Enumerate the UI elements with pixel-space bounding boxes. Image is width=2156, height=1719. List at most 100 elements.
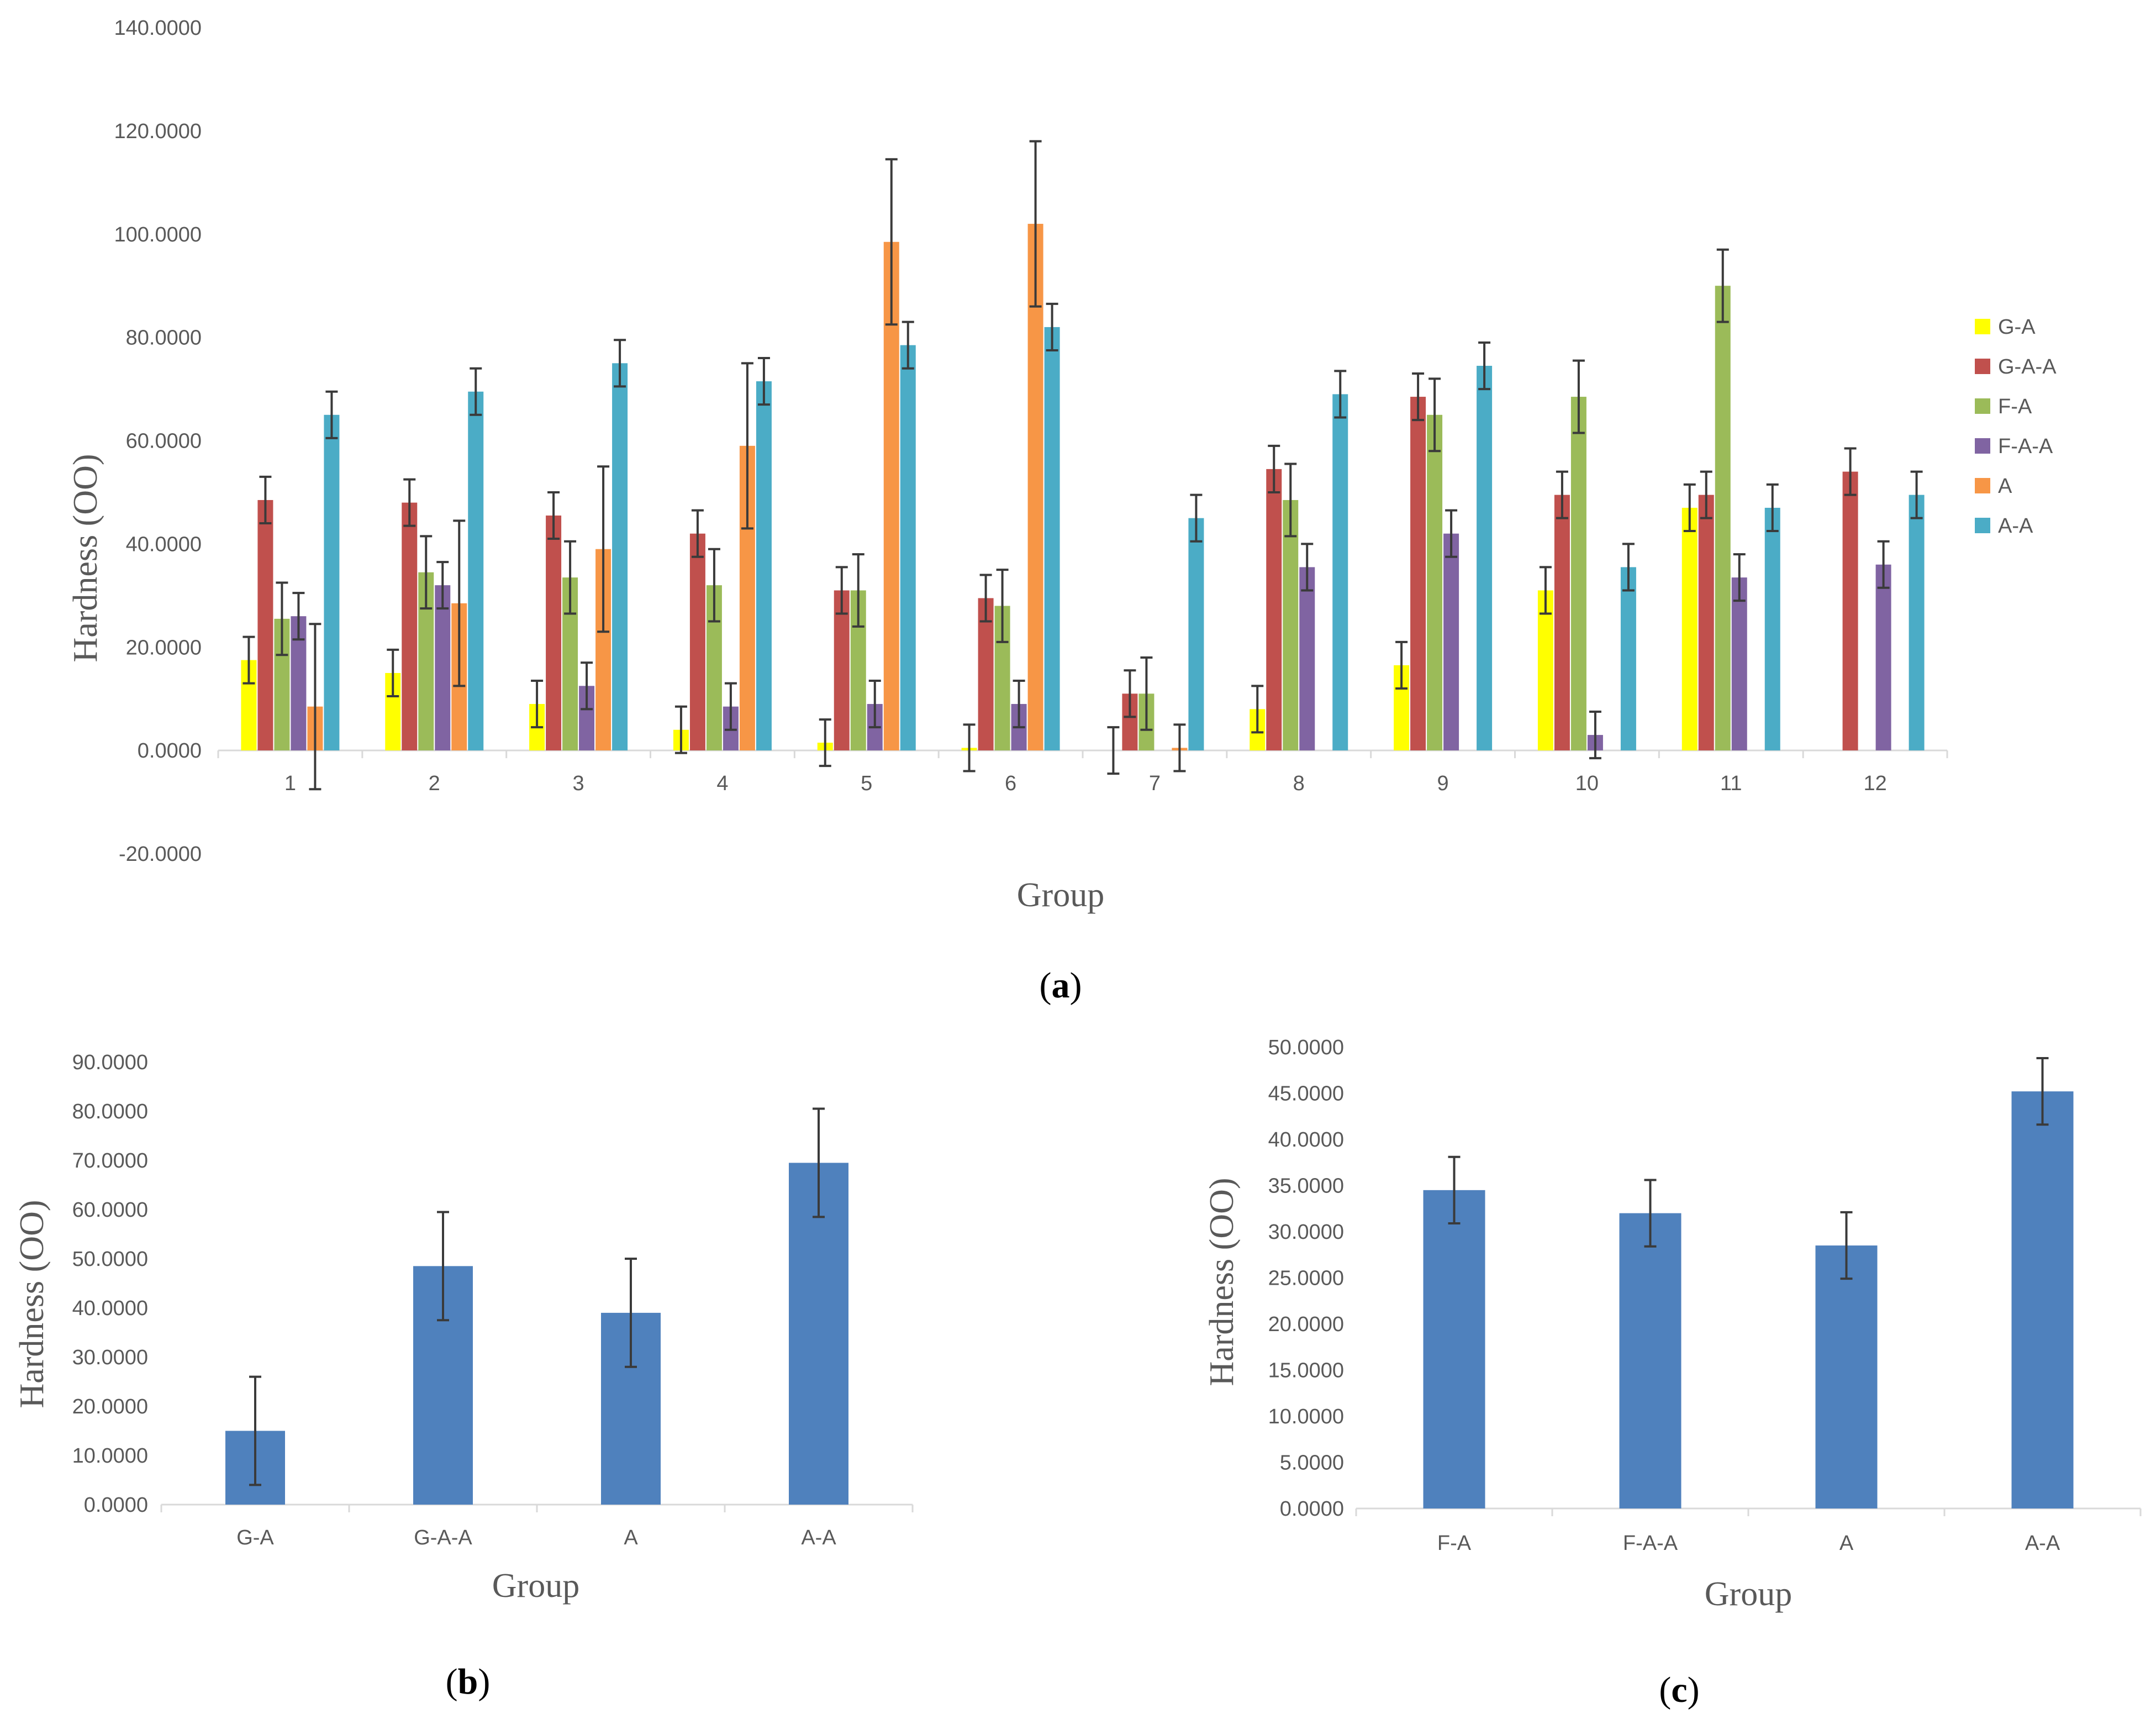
chart-b: 0.0000 10.0000 20.0000 30.0000 40.0000 50.000… xyxy=(13,1051,914,1702)
chart-c-bar xyxy=(2011,1091,2074,1508)
chart-b-ytick: 10.0000 xyxy=(72,1444,148,1468)
chart-a-bar-f-a xyxy=(1427,414,1443,751)
chart-a-legend-swatch xyxy=(1975,398,1990,414)
chart-a-bar-a-a xyxy=(468,391,484,751)
chart-b-bar xyxy=(789,1163,848,1505)
chart-c-ytick: 0.0000 xyxy=(1280,1497,1344,1521)
chart-a-caption-letter: a xyxy=(1052,965,1070,1006)
chart-a-bar-f-a xyxy=(1570,397,1586,751)
chart-a-ytick: 60.0000 xyxy=(126,430,202,453)
chart-b-ylabel: Hardness (OO) xyxy=(13,1200,51,1408)
chart-c-caption-letter: c xyxy=(1671,1670,1687,1710)
chart-a-xtick: 4 xyxy=(716,772,728,795)
chart-a-bar-a-a xyxy=(1044,327,1060,751)
chart-c-xlabel: Group xyxy=(1705,1575,1792,1613)
chart-b-ytick: 50.0000 xyxy=(72,1248,148,1271)
chart-c-bar xyxy=(1619,1213,1681,1508)
chart-a-bar-g-a xyxy=(1537,590,1553,751)
chart-a-bar-f-a xyxy=(1715,286,1731,751)
chart-a-bar-g-a-a xyxy=(1842,471,1858,751)
chart-a-bar-f-a-a xyxy=(1299,567,1315,751)
chart-a-ytick: 140.0000 xyxy=(114,17,202,40)
chart-c-ytick: 25.0000 xyxy=(1268,1267,1344,1290)
chart-a-bar-a-a xyxy=(1188,518,1204,751)
chart-a-bar-a-a xyxy=(324,414,340,751)
chart-a-ytick: 100.0000 xyxy=(114,223,202,246)
chart-a-ytick: -20.0000 xyxy=(119,843,202,866)
chart-c-ytick: 5.0000 xyxy=(1280,1452,1344,1475)
chart-a-ytick: 120.0000 xyxy=(114,120,202,143)
chart-c-ylabel: Hardness (OO) xyxy=(1203,1177,1241,1386)
chart-a-bar-a xyxy=(883,241,899,751)
chart-a-ylabel: Hardness (OO) xyxy=(67,454,104,662)
chart-a-bar-a-a xyxy=(1477,366,1493,751)
chart-a-bar-a-a xyxy=(900,345,916,751)
chart-a-xtick: 6 xyxy=(1005,772,1016,795)
chart-c-ytick: 45.0000 xyxy=(1268,1082,1344,1106)
chart-c-ytick: 15.0000 xyxy=(1268,1359,1344,1382)
chart-a-xtick: 1 xyxy=(284,772,296,795)
chart-a-legend-label: G-A xyxy=(1998,316,2036,339)
chart-a-legend-swatch xyxy=(1975,359,1990,374)
chart-a-xtick: 11 xyxy=(1720,772,1742,795)
chart-a-bar-f-a-a xyxy=(1731,577,1747,751)
chart-a-bar-f-a-a xyxy=(1875,564,1891,751)
chart-a-legend-label: A xyxy=(1998,475,2012,498)
chart-a-bar-g-a-a xyxy=(1266,469,1282,751)
chart-a-bar-g-a-a xyxy=(1410,397,1426,751)
chart-a-bar-a-a xyxy=(612,363,628,751)
chart-b-caption-letter: b xyxy=(458,1662,478,1702)
chart-b-ytick: 70.0000 xyxy=(72,1149,148,1173)
chart-c-ytick: 35.0000 xyxy=(1268,1175,1344,1198)
chart-a-bar-a-a xyxy=(756,381,772,751)
chart-c-xtick: F-A xyxy=(1437,1532,1472,1555)
chart-b-xtick: A xyxy=(624,1526,638,1549)
chart-c: 0.0000 5.0000 10.0000 15.0000 20.0000 25.0000… xyxy=(1203,1036,2142,1710)
chart-b-ytick: 80.0000 xyxy=(72,1100,148,1123)
chart-a-legend-label: F-A xyxy=(1998,395,2032,418)
chart-a-xtick: 9 xyxy=(1437,772,1449,795)
chart-b-ytick: 20.0000 xyxy=(72,1395,148,1418)
chart-a-legend-label: G-A-A xyxy=(1998,355,2057,379)
chart-b-ytick: 0.0000 xyxy=(84,1494,148,1517)
chart-a-bar-a xyxy=(1027,224,1043,751)
chart-b-xlabel: Group xyxy=(492,1567,579,1605)
chart-a-caption: (a) xyxy=(1040,965,1082,1006)
chart-b-xtick: A-A xyxy=(801,1526,836,1549)
chart-c-ytick: 50.0000 xyxy=(1268,1036,1344,1059)
chart-c-bar xyxy=(1815,1245,1878,1508)
chart-b-xtick: G-A xyxy=(236,1526,274,1549)
chart-a-bar-g-a-a xyxy=(834,590,850,751)
chart-a-bar-a-a xyxy=(1332,394,1348,751)
chart-a-ytick: 20.0000 xyxy=(126,636,202,659)
chart-a-xtick: 3 xyxy=(573,772,584,795)
chart-b-ytick: 40.0000 xyxy=(72,1297,148,1320)
chart-b-xtick: G-A-A xyxy=(414,1526,472,1549)
chart-a-bar-f-a-a xyxy=(1443,533,1459,751)
chart-a-bar-g-a-a xyxy=(402,502,418,751)
chart-c-ytick: 30.0000 xyxy=(1268,1221,1344,1244)
chart-a-legend-swatch xyxy=(1975,478,1990,493)
chart-a-legend-swatch xyxy=(1975,518,1990,533)
chart-a-legend-label: F-A-A xyxy=(1998,435,2053,458)
chart-b-ytick: 30.0000 xyxy=(72,1346,148,1369)
chart-c-xtick: A-A xyxy=(2025,1532,2060,1555)
chart-a-bar-f-a-a xyxy=(435,585,451,751)
chart-a-bar-g-a-a xyxy=(1554,495,1570,751)
chart-a-xtick: 8 xyxy=(1293,772,1305,795)
chart-a-bar-f-a xyxy=(1283,500,1299,751)
chart-c-bar xyxy=(1423,1190,1485,1508)
chart-a-bar-g-a xyxy=(1681,507,1698,751)
chart-a-legend-swatch xyxy=(1975,438,1990,454)
chart-a-bar-a-a xyxy=(1764,507,1780,751)
chart-a-ytick: 40.0000 xyxy=(126,533,202,556)
chart-a-xtick: 12 xyxy=(1863,772,1886,795)
chart-a-bar-g-a-a xyxy=(1698,495,1714,751)
chart-a-bar-a-a xyxy=(1909,495,1925,751)
chart-c-ytick: 40.0000 xyxy=(1268,1128,1344,1152)
chart-c-ytick: 10.0000 xyxy=(1268,1405,1344,1428)
chart-b-caption: (b) xyxy=(446,1662,491,1702)
chart-a: -20.0000 0.0000 20.0000 40.0000 60.0000 80.00… xyxy=(67,17,2057,1006)
chart-c-xtick: A xyxy=(1839,1532,1854,1555)
